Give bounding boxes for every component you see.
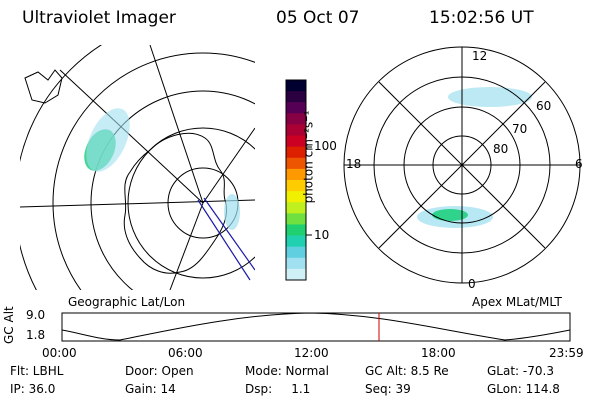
colorbar-tick-label: 100 [314, 139, 337, 153]
colorbar-cell [286, 224, 306, 237]
door-info: Door: Open [125, 364, 194, 378]
antarctica-coastline [123, 132, 228, 274]
timeline-x-tick: 18:00 [421, 346, 456, 360]
aurora-haze [448, 87, 532, 107]
colorbar-cell [286, 102, 306, 114]
aurora-patch [432, 209, 468, 221]
colorbar-cell [286, 113, 306, 125]
meridians [20, 45, 255, 290]
mlat-mlt-plot [343, 46, 581, 284]
instrument-title: Ultraviolet Imager [22, 8, 176, 28]
glat-info: GLat: -70.3 [487, 364, 554, 378]
aurora-haze [224, 194, 240, 230]
colorbar-tick-label: 10 [314, 228, 330, 242]
colorbar-cell [286, 91, 306, 103]
timeline-x-tick: 00:00 [42, 346, 77, 360]
timeline-y-axis-label: GC Alt [2, 306, 16, 344]
colorbar-cell [286, 268, 306, 281]
mlt-label-right: 6 [575, 157, 583, 171]
dsp-info: Dsp: 1.1 [245, 382, 311, 396]
colorbar-cell [286, 146, 306, 159]
colorbar-cell [286, 213, 306, 225]
timeline-y-tick: 1.8 [26, 328, 46, 342]
colorbar-cell [286, 257, 306, 270]
colorbar-cell [286, 191, 306, 203]
glon-info: GLon: 114.8 [487, 382, 560, 396]
altitude-timeline [61, 312, 571, 342]
mlat-label: 70 [512, 122, 528, 136]
right-panel-label: Apex MLat/MLT [472, 295, 562, 309]
filter-info: Flt: LBHL [10, 364, 64, 378]
timeline-x-tick: 12:00 [294, 346, 329, 360]
colorbar-cell [286, 235, 306, 248]
ground-track [197, 199, 251, 281]
mode-info: Mode: Normal [245, 364, 329, 378]
seq-info: Seq: 39 [365, 382, 411, 396]
coastline-fragment [24, 69, 63, 104]
colorbar-cell [286, 80, 306, 92]
colorbar [285, 79, 312, 281]
timeline-x-tick: 23:59 [549, 346, 584, 360]
colorbar-cell [286, 168, 306, 181]
gc-alt-info: GC Alt: 8.5 Re [365, 364, 449, 378]
colorbar-cell [286, 202, 306, 214]
timeline-x-tick: 06:00 [168, 346, 203, 360]
geographic-map [20, 45, 255, 290]
colorbar-cell [286, 180, 306, 192]
mlt-label-bottom: 0 [468, 277, 476, 291]
timeline-y-tick: 9.0 [26, 308, 46, 322]
colorbar-cell [286, 157, 306, 170]
colorbar-frame [285, 79, 307, 281]
colorbar-cell [286, 135, 306, 148]
mlat-label: 80 [493, 142, 509, 156]
date-label: 05 Oct 07 [276, 8, 360, 28]
mlt-label-left: 18 [346, 157, 362, 171]
ip-info: IP: 36.0 [10, 382, 56, 396]
mlat-label: 60 [536, 99, 552, 113]
time-label: 15:02:56 UT [429, 8, 534, 28]
colorbar-cell [286, 246, 306, 259]
ground-track [203, 197, 255, 271]
colorbar-cell [286, 124, 306, 137]
mlt-label-top: 12 [472, 49, 488, 63]
mlt-meridian [378, 81, 546, 249]
colorbar-unit-label: photon cm⁻²s⁻¹ [301, 110, 316, 204]
left-panel-label: Geographic Lat/Lon [68, 295, 186, 309]
altitude-curve [61, 312, 571, 341]
gain-info: Gain: 14 [125, 382, 176, 396]
aurora-haze [86, 108, 130, 172]
